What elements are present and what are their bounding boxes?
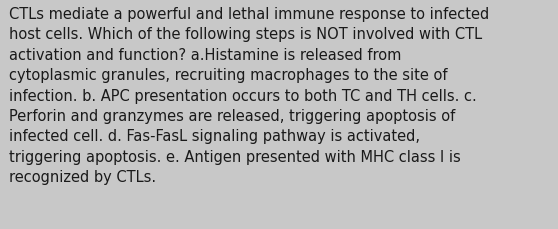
Text: CTLs mediate a powerful and lethal immune response to infected
host cells. Which: CTLs mediate a powerful and lethal immun…: [9, 7, 489, 184]
